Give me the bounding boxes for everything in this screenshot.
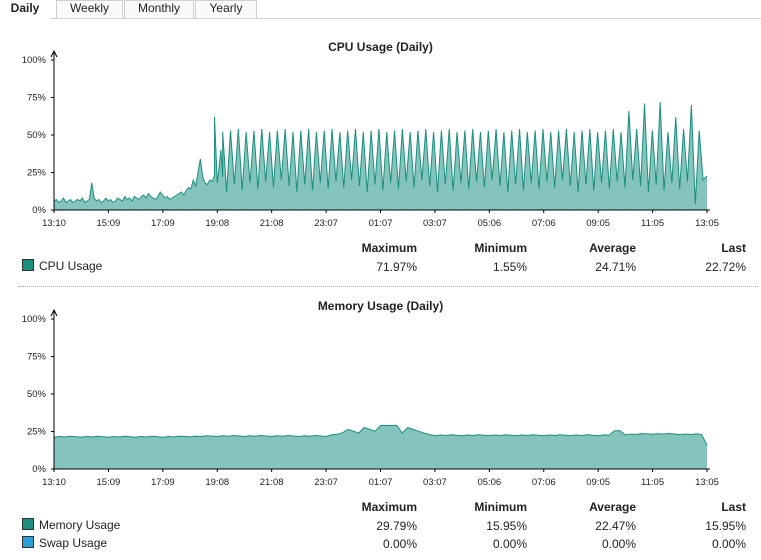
y-tick-label: 75% xyxy=(27,93,47,104)
y-tick-label: 75% xyxy=(27,352,47,363)
y-axis-arrow xyxy=(50,308,58,317)
swap-swatch xyxy=(22,536,34,548)
x-tick-label: 23:07 xyxy=(314,218,338,229)
col-maximum: Maximum xyxy=(361,500,417,514)
cpu-chart-title: CPU Usage (Daily) xyxy=(328,40,433,54)
tab-monthly[interactable]: Monthly xyxy=(124,0,194,18)
x-tick-label: 13:10 xyxy=(42,477,66,488)
memory-last: 15.95% xyxy=(705,519,746,533)
cpu-swatch xyxy=(22,259,34,271)
swap-last: 0.00% xyxy=(711,537,746,551)
x-tick-label: 17:09 xyxy=(151,218,175,229)
col-last: Last xyxy=(721,241,746,255)
legend-label: Swap Usage xyxy=(39,536,108,550)
section-divider xyxy=(18,286,758,287)
x-tick-label: 17:09 xyxy=(151,477,175,488)
col-average: Average xyxy=(589,500,636,514)
memory-swatch xyxy=(22,518,34,530)
y-tick-label: 25% xyxy=(27,168,47,179)
memory-chart: 0% 25% 50% 75% 100% 13:10 15:09 17:09 19:08 21:08… xyxy=(22,308,719,488)
x-tick-label: 15:09 xyxy=(97,477,121,488)
x-tick-label: 21:08 xyxy=(260,218,284,229)
y-axis-arrow xyxy=(50,49,58,58)
x-tick-label: 13:05 xyxy=(695,477,719,488)
swap-minimum: 0.00% xyxy=(492,537,527,551)
y-tick-label: 0% xyxy=(32,205,46,216)
col-minimum: Minimum xyxy=(474,500,527,514)
x-tick-label: 07:06 xyxy=(532,218,556,229)
x-tick-label: 01:07 xyxy=(369,218,393,229)
x-tick-label: 05:06 xyxy=(477,218,501,229)
x-tick-label: 15:09 xyxy=(97,218,121,229)
x-tick-label: 19:08 xyxy=(205,218,229,229)
legend-label: CPU Usage xyxy=(39,259,103,273)
legend-label: Memory Usage xyxy=(39,518,121,532)
y-tick-label: 25% xyxy=(27,427,47,438)
y-tick-label: 100% xyxy=(22,314,47,325)
x-tick-label: 21:08 xyxy=(260,477,284,488)
memory-chart-title: Memory Usage (Daily) xyxy=(317,299,444,313)
y-tick-label: 0% xyxy=(32,464,46,475)
cpu-maximum: 71.97% xyxy=(376,260,417,274)
memory-usage-line xyxy=(53,425,708,446)
x-tick-label: 11:05 xyxy=(641,218,664,229)
cpu-usage-line xyxy=(53,101,708,205)
x-tick-label: 03:07 xyxy=(423,218,447,229)
col-average: Average xyxy=(589,241,636,255)
legend-swap-usage: Swap Usage xyxy=(22,536,107,550)
legend-cpu-usage: CPU Usage xyxy=(22,259,102,273)
tab-weekly[interactable]: Weekly xyxy=(56,0,123,18)
y-tick-label: 100% xyxy=(22,55,47,66)
cpu-average: 24.71% xyxy=(595,260,636,274)
x-tick-label: 23:07 xyxy=(314,477,338,488)
x-tick-label: 13:10 xyxy=(42,218,66,229)
memory-usage-area xyxy=(54,425,707,469)
x-tick-label: 19:08 xyxy=(205,477,229,488)
x-tick-label: 05:06 xyxy=(477,477,501,488)
cpu-last: 22.72% xyxy=(705,260,746,274)
y-tick-label: 50% xyxy=(27,130,47,141)
cpu-chart: 0% 25% 50% 75% 100% 13:10 15:09 17:09 19:08 21:08… xyxy=(22,49,719,229)
swap-average: 0.00% xyxy=(601,537,636,551)
x-tick-label: 07:06 xyxy=(532,477,556,488)
x-tick-label: 01:07 xyxy=(369,477,393,488)
legend-memory-usage: Memory Usage xyxy=(22,518,120,532)
memory-minimum: 15.95% xyxy=(486,519,527,533)
col-last: Last xyxy=(721,500,746,514)
y-tick-label: 50% xyxy=(27,389,47,400)
col-maximum: Maximum xyxy=(361,241,417,255)
memory-average: 22.47% xyxy=(595,519,636,533)
x-tick-label: 09:05 xyxy=(586,477,610,488)
x-tick-label: 03:07 xyxy=(423,477,447,488)
tab-yearly[interactable]: Yearly xyxy=(195,0,257,18)
x-tick-label: 11:05 xyxy=(641,477,664,488)
memory-maximum: 29.79% xyxy=(376,519,417,533)
period-tabs: Daily Weekly Monthly Yearly xyxy=(0,0,761,19)
col-minimum: Minimum xyxy=(474,241,527,255)
swap-maximum: 0.00% xyxy=(382,537,417,551)
x-tick-label: 13:05 xyxy=(695,218,719,229)
tab-daily[interactable]: Daily xyxy=(0,0,50,19)
x-tick-label: 09:05 xyxy=(586,218,610,229)
cpu-minimum: 1.55% xyxy=(492,260,527,274)
